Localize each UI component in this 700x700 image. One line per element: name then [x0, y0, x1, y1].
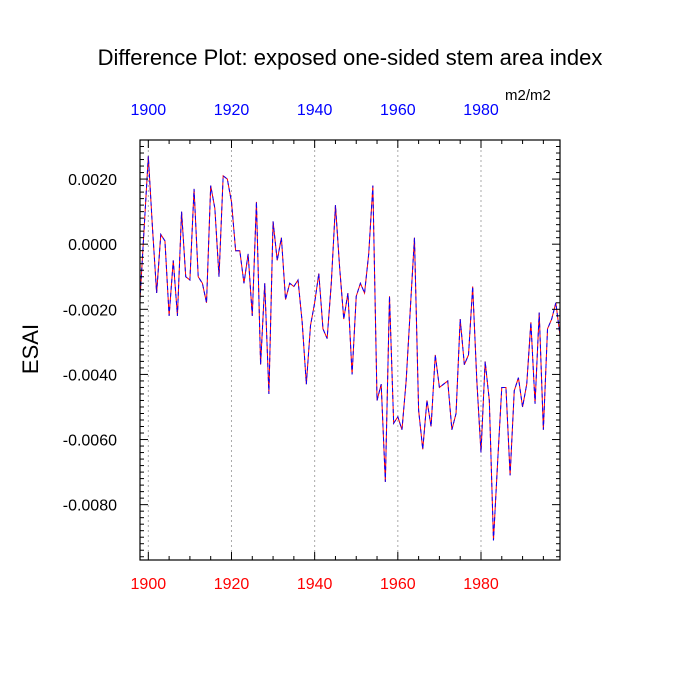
tick-layer: [140, 139, 560, 560]
x-tick-label-top: 1900: [131, 102, 167, 119]
y-tick-label: -0.0020: [63, 302, 117, 319]
grid-layer: [147, 140, 482, 560]
y-tick-label: 0.0020: [68, 172, 117, 189]
x-tick-label-bottom: 1980: [463, 576, 499, 593]
series-layer: [139, 156, 561, 541]
plot-frame: [139, 139, 561, 561]
series-line: [139, 156, 561, 541]
x-tick-label-bottom: 1940: [297, 576, 333, 593]
x-tick-label-top: 1940: [297, 102, 333, 119]
y-tick-label: 0.0000: [68, 237, 117, 254]
x-tick-label-top: 1960: [380, 102, 416, 119]
x-tick-label-bottom: 1900: [131, 576, 167, 593]
units-label: m2/m2: [505, 87, 551, 104]
x-tick-label-bottom: 1920: [214, 576, 250, 593]
label-layer: 1900 1900 1920 1920 1940 1940 1960 1960 1980 1980…: [63, 102, 499, 593]
y-tick-label: -0.0060: [63, 433, 117, 450]
chart-title: Difference Plot: exposed one-sided stem …: [98, 45, 603, 70]
x-tick-label-top: 1920: [214, 102, 250, 119]
y-tick-label: -0.0080: [63, 498, 117, 515]
x-tick-label-top: 1980: [463, 102, 499, 119]
y-tick-label: -0.0040: [63, 367, 117, 384]
x-tick-label-bottom: 1960: [380, 576, 416, 593]
y-axis-label: ESAI: [18, 324, 43, 374]
